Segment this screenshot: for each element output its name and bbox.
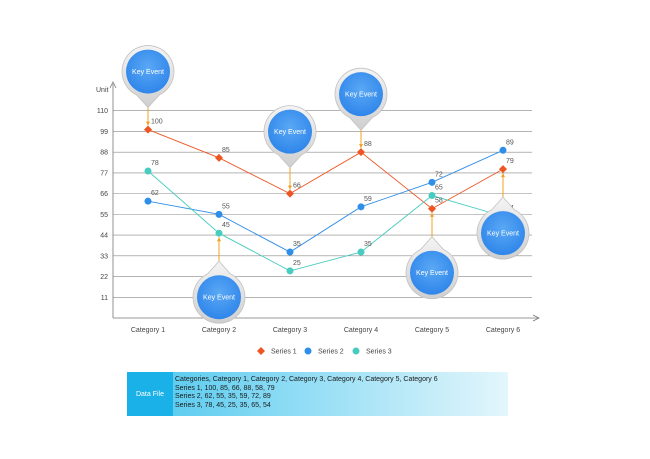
key-event-arrow — [288, 185, 292, 190]
key-event-arrow — [430, 212, 434, 217]
data-point — [357, 148, 365, 157]
key-event: Key Event — [263, 105, 317, 169]
key-event-label: Key Event — [416, 270, 448, 277]
key-event-label: Key Event — [132, 69, 164, 76]
key-event: Key Event — [334, 67, 388, 131]
key-event-label: Key Event — [274, 129, 306, 136]
key-event-label: Key Event — [487, 231, 519, 238]
key-event-bubble — [268, 109, 312, 154]
y-tick-label: 33 — [100, 253, 108, 260]
key-event-arrow — [359, 144, 363, 149]
y-axis-title: Unit — [96, 87, 109, 94]
legend-marker — [257, 347, 265, 355]
data-point — [215, 210, 223, 218]
data-point — [428, 192, 436, 200]
data-label: 35 — [293, 241, 301, 248]
data-label: 85 — [222, 147, 230, 154]
data-label: 100 — [151, 119, 163, 126]
y-tick-label: 110 — [97, 108, 108, 115]
key-event-label: Key Event — [203, 295, 235, 302]
x-axis-arrow — [532, 314, 540, 322]
x-tick-label: Category 1 — [131, 327, 165, 334]
y-tick-label: 44 — [100, 233, 108, 240]
data-label: 89 — [506, 139, 514, 146]
data-point — [357, 203, 365, 211]
series-line — [147, 170, 504, 272]
data-file-panel: Data File Categories, Category 1, Catego… — [127, 372, 508, 416]
data-point — [144, 125, 152, 134]
data-point — [499, 165, 507, 174]
x-tick-label: Category 4 — [344, 327, 378, 334]
key-event-bubble — [339, 72, 383, 117]
data-label: 66 — [293, 183, 301, 190]
key-event-arrow — [217, 237, 221, 242]
data-point — [286, 248, 294, 256]
data-file-line: Series 3, 78, 45, 25, 35, 65, 54 — [175, 401, 271, 409]
data-file-line: Categories, Category 1, Category 2, Cate… — [175, 376, 438, 383]
y-tick-label: 88 — [100, 150, 108, 157]
data-point — [499, 146, 507, 154]
x-tick-label: Category 6 — [486, 327, 520, 334]
data-label: 65 — [435, 185, 443, 192]
key-event-arrow — [146, 121, 150, 126]
legend-label: Series 2 — [318, 349, 344, 356]
series-line — [147, 149, 504, 253]
data-label: 72 — [435, 171, 443, 178]
key-event-bubble — [126, 49, 170, 94]
x-tick-label: Category 5 — [415, 327, 449, 334]
x-tick-label: Category 2 — [202, 327, 236, 334]
data-point — [286, 267, 294, 275]
data-label: 35 — [364, 241, 372, 248]
data-label: 55 — [222, 203, 230, 210]
legend-marker — [304, 347, 312, 355]
key-event-bubble — [481, 211, 525, 256]
data-label: 62 — [151, 190, 159, 197]
data-point — [428, 204, 436, 213]
key-event: Key Event — [476, 196, 530, 260]
legend-marker — [352, 347, 360, 355]
y-axis-arrow — [109, 81, 117, 89]
x-tick-label: Category 3 — [273, 327, 307, 334]
data-label: 59 — [364, 196, 372, 203]
data-label: 58 — [435, 198, 443, 205]
key-event: Key Event — [192, 260, 246, 324]
y-tick-label: 22 — [100, 274, 108, 281]
data-label: 79 — [506, 158, 514, 165]
legend-label: Series 3 — [366, 349, 392, 356]
legend-label: Series 1 — [271, 349, 297, 356]
data-point — [215, 153, 223, 162]
data-label: 45 — [222, 222, 230, 229]
y-tick-label: 55 — [100, 212, 108, 219]
y-tick-label: 66 — [100, 191, 108, 198]
key-event-bubble — [197, 275, 241, 320]
data-file-line: Series 1, 100, 85, 66, 88, 58, 79 — [175, 384, 275, 392]
data-point — [215, 229, 223, 237]
data-point — [357, 248, 365, 256]
data-label: 78 — [151, 160, 159, 167]
y-tick-label: 11 — [101, 295, 108, 302]
data-file-line: Series 2, 62, 55, 35, 59, 72, 89 — [175, 393, 271, 400]
key-event: Key Event — [405, 236, 459, 300]
data-point — [428, 178, 436, 186]
y-tick-label: 77 — [100, 170, 108, 177]
data-point — [144, 197, 152, 205]
data-file-label: Data File — [127, 372, 173, 416]
key-event-label: Key Event — [345, 92, 377, 99]
series-line — [147, 129, 504, 210]
data-point — [286, 189, 294, 198]
key-event: Key Event — [121, 45, 175, 109]
key-event-arrow — [501, 173, 505, 178]
y-tick-label: 99 — [100, 129, 108, 136]
data-file-content: Categories, Category 1, Category 2, Cate… — [173, 372, 508, 416]
key-event-bubble — [410, 250, 454, 295]
data-label: 88 — [364, 141, 372, 148]
data-label: 25 — [293, 260, 301, 267]
data-point — [144, 167, 152, 175]
